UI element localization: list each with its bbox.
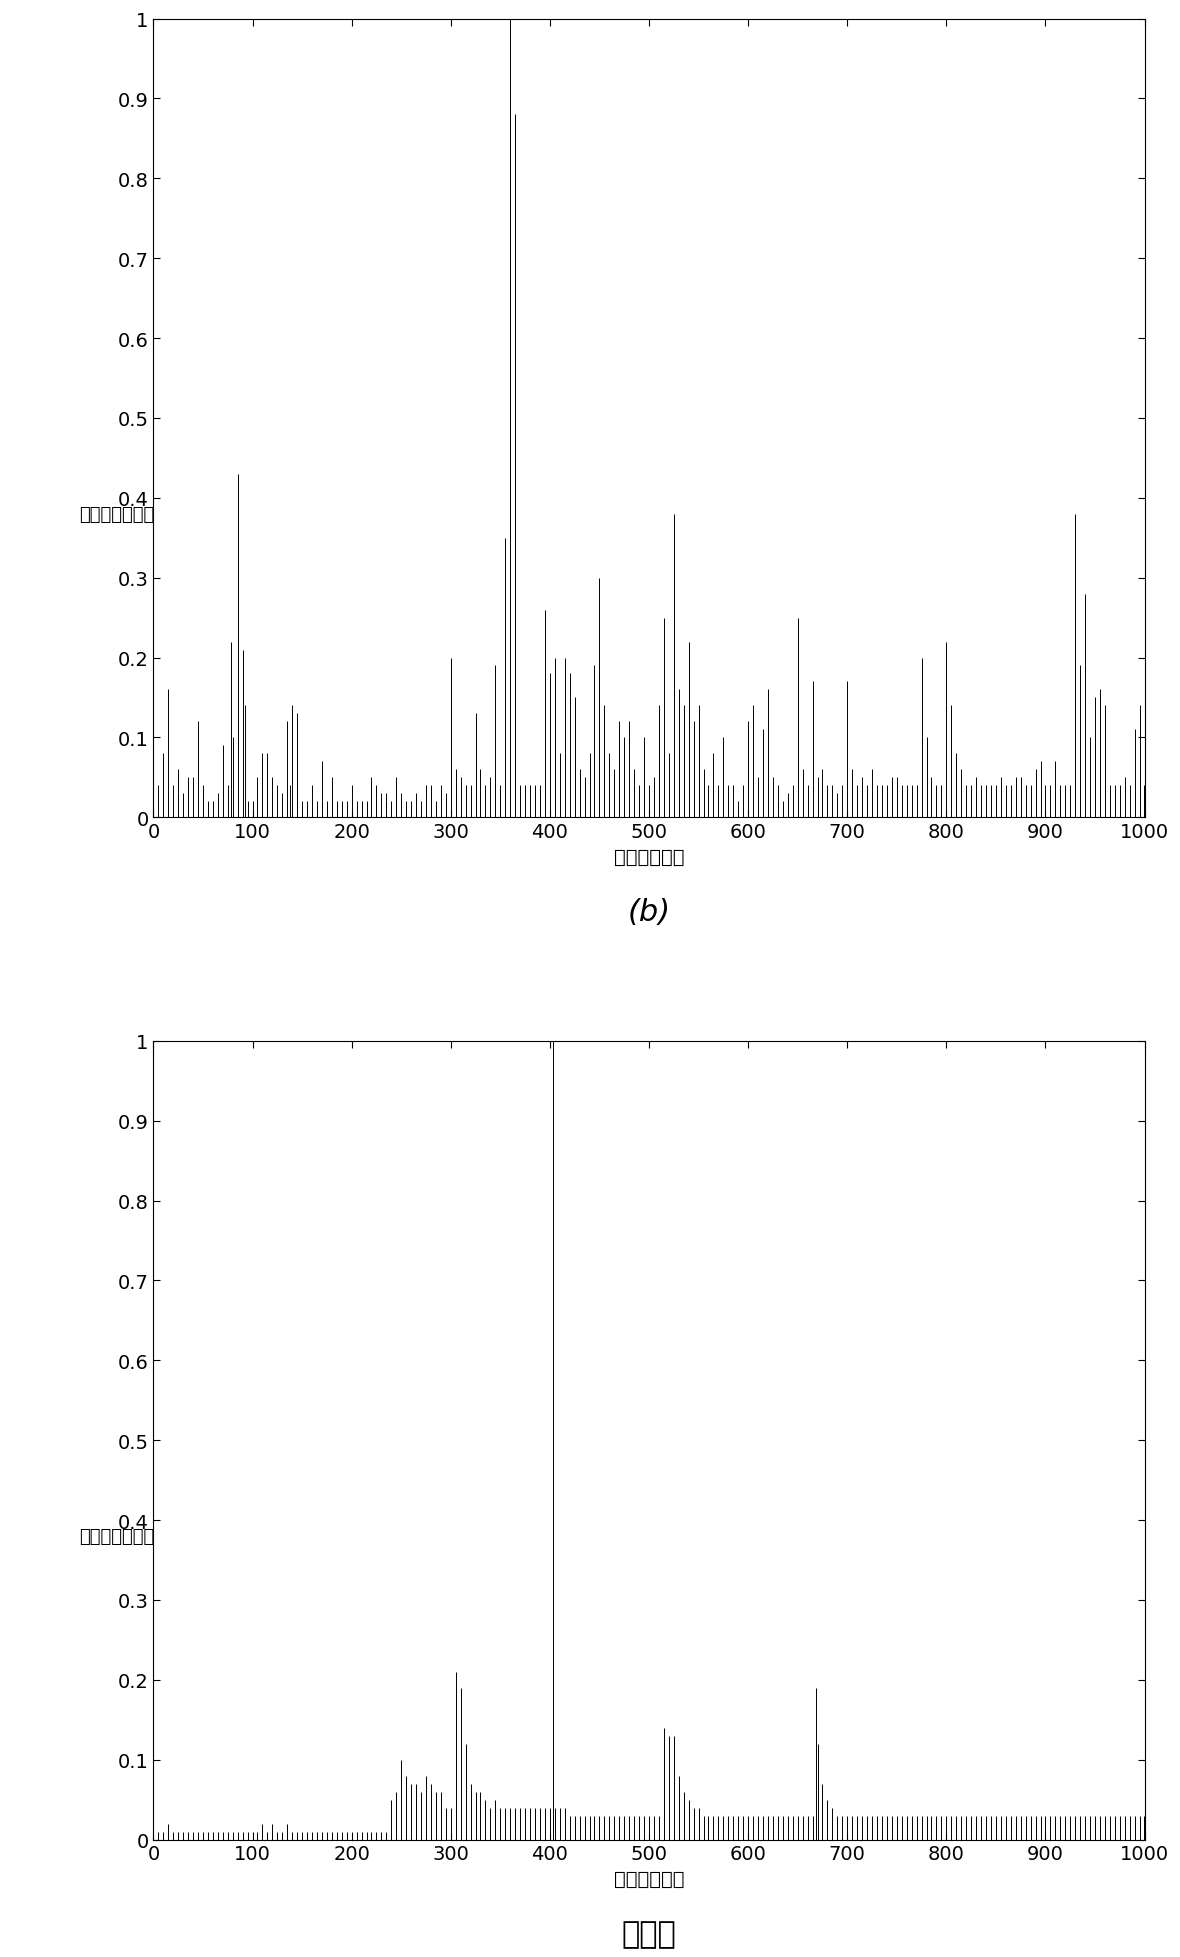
- Text: 归一化稀疏向量: 归一化稀疏向量: [79, 505, 155, 523]
- Text: (b): (b): [628, 898, 670, 926]
- Text: 归一化稀疏向量: 归一化稀疏向量: [79, 1526, 155, 1546]
- X-axis label: 网格点下标号: 网格点下标号: [614, 1869, 684, 1889]
- X-axis label: 网格点下标号: 网格点下标号: [614, 847, 684, 867]
- Text: （ｃ）: （ｃ）: [622, 1920, 676, 1949]
